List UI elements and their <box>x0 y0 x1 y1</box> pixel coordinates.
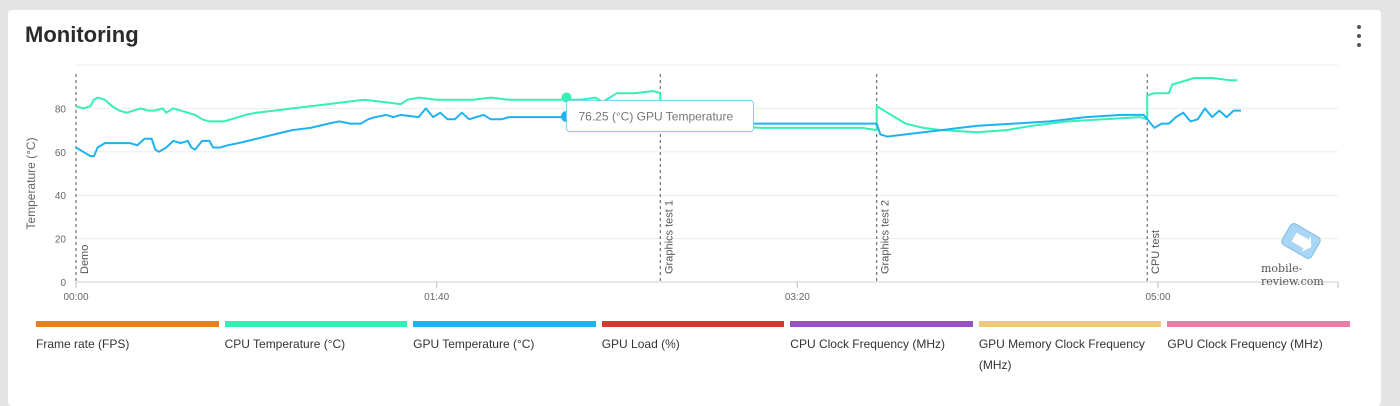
legend-label: GPU Temperature (°C) <box>413 337 535 351</box>
chart-tooltip: 76.25 (°C) GPU Temperature <box>561 92 755 133</box>
watermark: mobile-review.com <box>1253 216 1348 288</box>
legend-item[interactable]: CPU Clock Frequency (MHz) <box>790 321 973 381</box>
legend-label: CPU Clock Frequency (MHz) <box>790 337 945 351</box>
marker-label: Graphics test 1 <box>663 200 675 274</box>
y-axis-ticks: 0 20 40 60 80 <box>55 104 67 289</box>
legend-color-bar <box>36 321 219 327</box>
page-title: Monitoring <box>25 22 139 47</box>
x-tick-label: 05:00 <box>1145 292 1170 303</box>
legend-label: GPU Memory Clock Frequency (MHz) <box>978 337 1145 372</box>
series-lines <box>75 77 1241 158</box>
y-tick-label: 60 <box>55 148 67 159</box>
more-vertical-icon[interactable] <box>1351 25 1367 47</box>
cpu-temperature-line[interactable] <box>75 77 1238 134</box>
legend-color-bar <box>224 321 408 327</box>
legend-item[interactable]: GPU Clock Frequency (MHz) <box>1167 321 1350 381</box>
legend-color-bar <box>1167 321 1350 327</box>
grid-lines <box>76 64 1338 283</box>
marker-label: Graphics test 2 <box>880 200 892 274</box>
marker-label: Demo <box>79 245 91 274</box>
mobile-review-logo-icon <box>1281 223 1321 259</box>
y-tick-label: 0 <box>60 278 66 289</box>
legend-item[interactable]: Frame rate (FPS) <box>36 321 219 381</box>
x-axis-ticks: 00:00 01:40 03:20 05:00 <box>63 282 1339 303</box>
legend-label: GPU Load (%) <box>601 337 680 351</box>
x-tick-label: 01:40 <box>424 292 449 303</box>
test-markers: Demo Graphics test 1 Graphics test 2 CPU te… <box>75 74 1162 282</box>
tooltip-text: 76.25 (°C) GPU Temperature <box>579 110 734 124</box>
legend-item[interactable]: GPU Temperature (°C) <box>413 321 596 381</box>
y-axis-label: Temperature (°C) <box>24 137 38 229</box>
y-tick-label: 40 <box>55 191 67 202</box>
y-tick-label: 20 <box>55 235 67 246</box>
legend-item[interactable]: CPU Temperature (°C) <box>224 321 408 381</box>
x-tick-label: 03:20 <box>785 292 810 303</box>
tooltip-box <box>566 100 755 133</box>
monitoring-card: Monitoring 0 20 40 60 80 00:00 01:40 03:20 05:0… <box>8 10 1381 406</box>
x-tick-label: 00:00 <box>63 292 88 303</box>
cpu-hover-point <box>561 92 572 103</box>
legend-item[interactable]: GPU Load (%) <box>601 321 785 381</box>
y-tick-label: 80 <box>55 104 67 115</box>
monitoring-chart: 0 20 40 60 80 00:00 01:40 03:20 05:00 Temperatu… <box>24 64 1339 303</box>
legend-label: CPU Temperature (°C) <box>224 337 346 351</box>
marker-label: CPU test <box>1150 230 1162 274</box>
legend-color-bar <box>978 321 1162 327</box>
legend-label: GPU Clock Frequency (MHz) <box>1167 337 1323 351</box>
legend-color-bar <box>601 321 785 327</box>
legend-color-bar <box>790 321 973 327</box>
gpu-temperature-line[interactable] <box>75 107 1241 158</box>
legend-item[interactable]: GPU Memory Clock Frequency (MHz) <box>978 321 1162 381</box>
legend-color-bar <box>413 321 596 327</box>
legend-label: Frame rate (FPS) <box>36 337 130 351</box>
watermark-text: mobile-review.com <box>1261 262 1324 288</box>
